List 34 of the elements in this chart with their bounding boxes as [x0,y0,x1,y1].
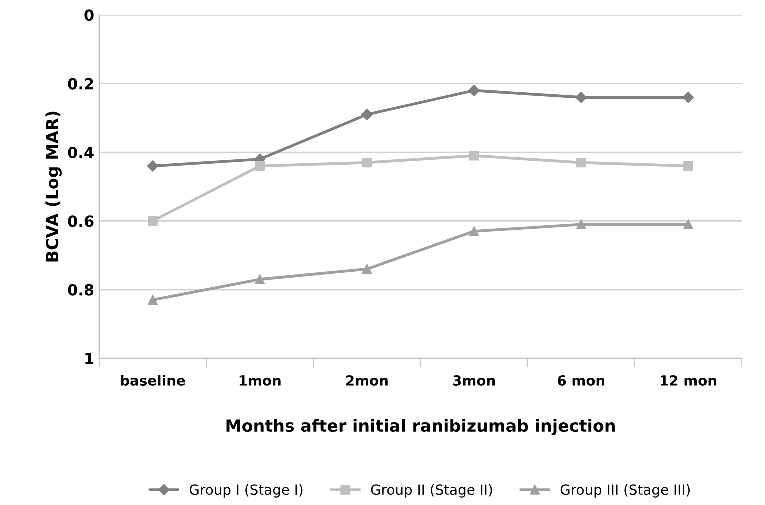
x-axis-title: Months after initial ranibizumab injection [226,419,615,436]
point [469,226,480,236]
point [362,109,373,120]
point [362,158,372,168]
point [684,220,694,230]
point [147,160,159,172]
y-axis-title: BCVA (Log MAR) [46,112,62,262]
y-tick-label: 0.2 [68,78,94,90]
legend-label: Group II (Stage II) [371,484,492,498]
x-tick-label: 1mon [240,376,281,386]
point [255,161,265,172]
x-tick-label: 2mon [346,375,388,386]
point [576,158,586,168]
point [468,85,480,96]
point [576,220,586,230]
x-tick-label: 6 mon [558,375,605,386]
point [362,264,372,274]
y-tick-label: 0.4 [68,146,94,159]
x-tick-label: 3mon [453,375,495,386]
legend-label: Group I (Stage I) [190,484,303,498]
point [255,274,265,284]
point [576,92,588,104]
legend-label: Group III (Stage III) [560,484,690,498]
y-tick-label: 0 [84,10,94,22]
x-tick-label: 12 mon [661,375,716,386]
point [148,216,158,226]
point [469,151,480,161]
point [682,92,694,104]
y-tick-label: 0.6 [68,216,94,228]
x-tick-label: baseline [121,375,186,386]
y-tick-label: 1 [86,353,94,364]
y-tick-label: 0.8 [68,284,94,296]
point [148,295,158,306]
point [684,161,694,172]
